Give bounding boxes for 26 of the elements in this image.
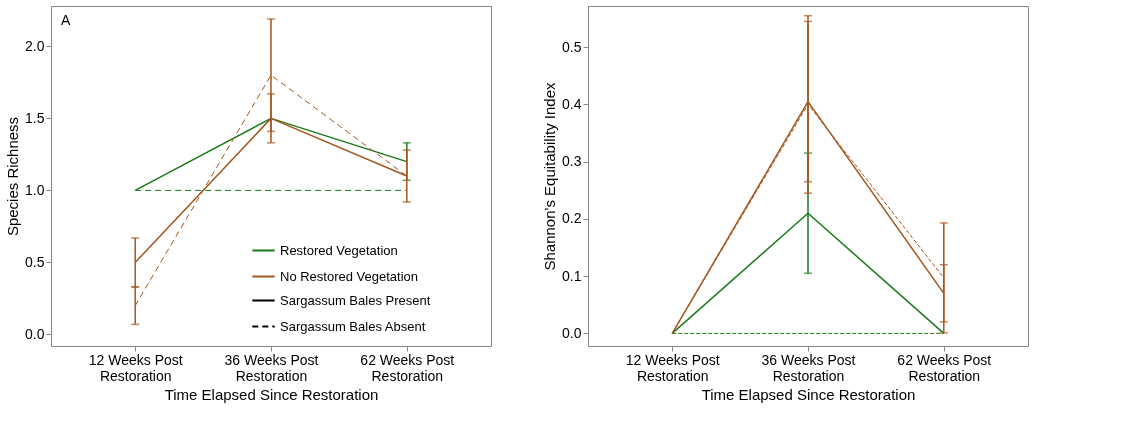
y-tick-label: 1.0 (25, 181, 45, 198)
annotation: Sargassum Bales Present (280, 292, 431, 308)
y-tick-label: 0.0 (562, 324, 582, 341)
y-tick-label: 0.3 (562, 153, 582, 170)
y-tick-label: 1.5 (25, 109, 45, 126)
legend-label: Restored Vegetation (280, 242, 398, 258)
annotation: Sargassum Bales Absent (280, 318, 426, 334)
x-tick-label: 36 Weeks Post Restoration (761, 351, 856, 384)
x-tick-label: 12 Weeks Post Restoration (88, 351, 183, 384)
y-tick-label: 0.2 (562, 210, 582, 227)
y-tick-label: 0.4 (562, 95, 582, 112)
y-tick-label: 0.0 (25, 325, 45, 342)
y-tick-label: 0.1 (562, 267, 582, 284)
y-axis-title: Shannon's Equitability Index (541, 82, 559, 271)
x-tick-label: 62 Weeks Post Restoration (360, 351, 455, 384)
x-tick-label: 36 Weeks Post Restoration (224, 351, 319, 384)
x-tick-label: 12 Weeks Post Restoration (625, 351, 720, 384)
legend-label: No Restored Vegetation (280, 268, 419, 284)
x-axis-title: Time Elapsed Since Restoration (164, 385, 379, 403)
y-tick-label: 2.0 (25, 37, 45, 54)
x-tick-label: 62 Weeks Post Restoration (897, 351, 992, 384)
y-tick-label: 0.5 (25, 253, 45, 270)
x-axis-title: Time Elapsed Since Restoration (701, 385, 916, 403)
y-tick-label: 0.5 (562, 38, 582, 55)
chart-title: A (61, 12, 71, 28)
y-axis-title: Species Richness (4, 116, 22, 237)
